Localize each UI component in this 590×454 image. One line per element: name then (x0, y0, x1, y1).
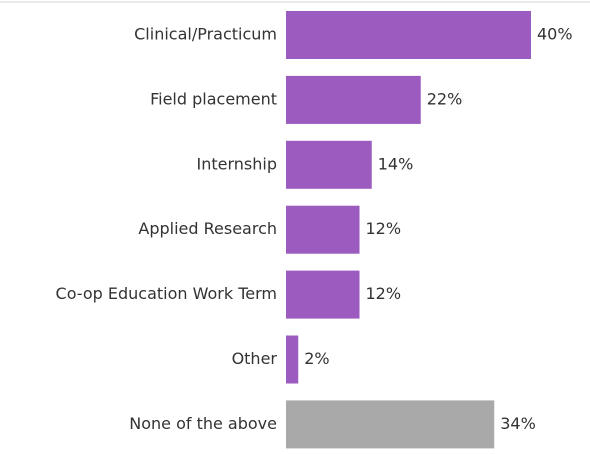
value-label: 2% (304, 349, 329, 368)
value-label: 40% (537, 25, 573, 44)
bar (286, 75, 421, 124)
bar (286, 335, 299, 384)
category-label: Field placement (150, 89, 277, 108)
value-label: 22% (427, 89, 463, 108)
value-label: 12% (366, 219, 402, 238)
bar (286, 270, 360, 319)
category-label: Applied Research (138, 219, 277, 238)
value-label: 12% (366, 284, 402, 303)
category-label: Other (232, 349, 278, 368)
category-label: None of the above (129, 414, 277, 433)
category-label: Clinical/Practicum (134, 25, 277, 44)
value-label: 14% (378, 154, 414, 173)
value-label: 34% (500, 414, 536, 433)
category-label: Internship (197, 154, 278, 173)
category-label: Co-op Education Work Term (56, 284, 277, 303)
bar (286, 140, 372, 189)
bar (286, 400, 495, 449)
bar (286, 205, 360, 254)
bar (286, 11, 531, 59)
